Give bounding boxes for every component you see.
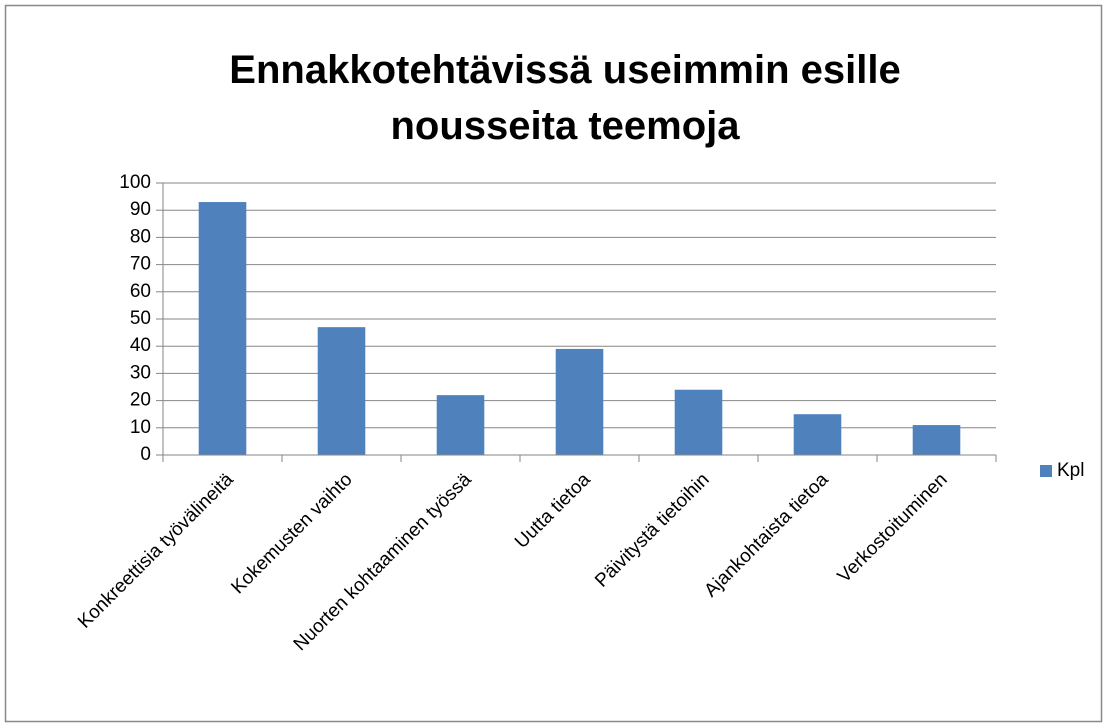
bar	[555, 348, 604, 455]
chart-border	[4, 4, 1103, 723]
y-tick-label: 10	[130, 417, 151, 438]
y-tick-label: 0	[140, 444, 151, 465]
x-tick-label: Konkreettisia työvälineitä	[74, 469, 238, 633]
bar	[674, 389, 723, 455]
legend-swatch	[1040, 465, 1052, 477]
y-tick-label: 20	[130, 390, 151, 411]
legend-label: Kpl	[1057, 460, 1084, 481]
y-tick-label: 90	[130, 199, 151, 220]
bar	[793, 414, 842, 455]
y-tick-label: 70	[130, 254, 151, 275]
y-tick-label: 40	[130, 335, 151, 356]
bar	[436, 395, 485, 455]
y-tick-label: 80	[130, 226, 151, 247]
bar	[198, 202, 247, 455]
x-tick-label: Uutta tietoa	[511, 469, 595, 553]
x-tick-label: Ajankohtaista tietoa	[700, 469, 832, 601]
x-tick-label: Päivitystä tietoihin	[591, 469, 713, 591]
bar	[912, 425, 961, 455]
y-tick-label: 60	[130, 281, 151, 302]
bar	[317, 327, 366, 455]
y-tick-label: 100	[119, 172, 151, 193]
y-tick-label: 30	[130, 362, 151, 383]
chart-title: Ennakkotehtävissä useimmin esille nousse…	[229, 48, 901, 148]
y-tick-label: 50	[130, 308, 151, 329]
x-tick-label: Verkostoituminen	[834, 469, 952, 587]
x-tick-label: Kokemusten vaihto	[227, 469, 356, 598]
